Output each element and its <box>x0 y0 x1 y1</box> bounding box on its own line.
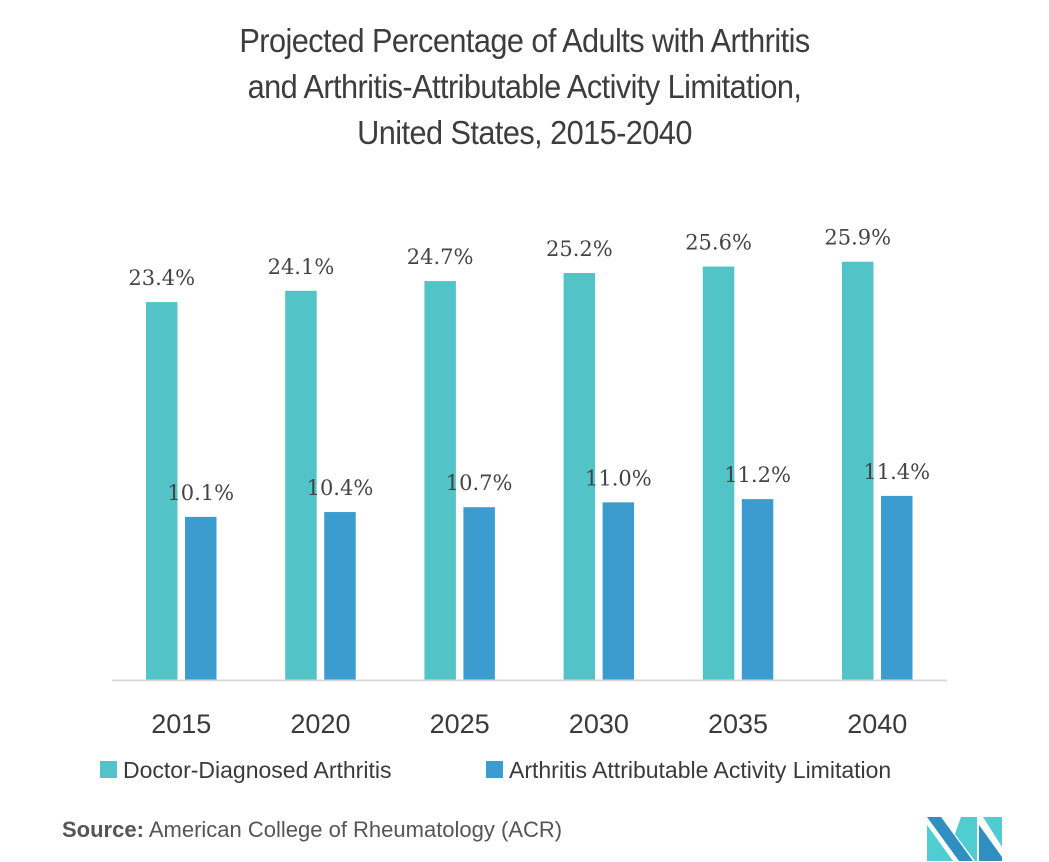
value-label-activity-limitation-2025: 10.7% <box>446 471 513 495</box>
bar-doctor-diagnosed-2035 <box>702 266 735 680</box>
legend: Doctor-Diagnosed Arthritis Arthritis Attr… <box>100 757 891 783</box>
mordor-intelligence-logo <box>927 817 1002 861</box>
value-label-activity-limitation-2040: 11.4% <box>863 460 930 484</box>
chart-title-line-3: United States, 2015-2040 <box>357 114 692 151</box>
value-labels-group: 23.4% 10.1% 24.1% 10.4% 24.7% 10.7% 25.2% 11.0%… <box>128 226 930 505</box>
bar-activity-limitation-2030 <box>602 502 635 680</box>
x-tick-label-2040: 2040 <box>847 709 907 739</box>
bar-doctor-diagnosed-2020 <box>285 290 317 680</box>
value-label-doctor-diagnosed-2015: 23.4% <box>128 266 195 290</box>
bar-doctor-diagnosed-2030 <box>563 273 596 680</box>
legend-label-doctor-diagnosed: Doctor-Diagnosed Arthritis <box>123 757 391 783</box>
value-label-activity-limitation-2015: 10.1% <box>167 481 234 505</box>
logo-shape-3 <box>955 817 977 861</box>
x-tick-label-2020: 2020 <box>290 709 350 739</box>
bar-doctor-diagnosed-2025 <box>424 281 456 680</box>
legend-swatch-doctor-diagnosed <box>100 761 117 778</box>
value-label-activity-limitation-2030: 11.0% <box>585 466 652 490</box>
x-tick-label-2025: 2025 <box>430 709 490 739</box>
bar-activity-limitation-2040 <box>881 495 913 680</box>
logo-shape-4 <box>979 825 1002 861</box>
value-label-doctor-diagnosed-2030: 25.2% <box>546 237 613 261</box>
chart-title-line-1: Projected Percentage of Adults with Arth… <box>239 22 810 59</box>
logo-shape-2 <box>927 825 953 861</box>
x-tick-label-2015: 2015 <box>151 709 211 739</box>
bars-group <box>146 261 913 680</box>
value-label-activity-limitation-2035: 11.2% <box>724 463 791 487</box>
logo-shape-1 <box>927 817 973 861</box>
bar-activity-limitation-2015 <box>185 516 217 680</box>
legend-label-activity-limitation: Arthritis Attributable Activity Limitati… <box>509 757 891 783</box>
value-label-doctor-diagnosed-2025: 24.7% <box>407 245 474 269</box>
bar-activity-limitation-2035 <box>741 499 774 680</box>
source-label: Source: <box>62 817 144 842</box>
legend-swatch-activity-limitation <box>486 761 503 778</box>
value-label-doctor-diagnosed-2035: 25.6% <box>685 231 752 255</box>
source-note: Source: American College of Rheumatology… <box>62 817 562 843</box>
value-label-activity-limitation-2020: 10.4% <box>307 476 374 500</box>
bar-doctor-diagnosed-2040 <box>842 261 874 680</box>
source-text: American College of Rheumatology (ACR) <box>148 817 563 842</box>
value-label-doctor-diagnosed-2040: 25.9% <box>824 226 891 250</box>
chart-title-line-2: and Arthritis-Attributable Activity Limi… <box>247 68 802 105</box>
logo-shape-5 <box>983 817 1002 847</box>
bar-activity-limitation-2025 <box>463 507 495 680</box>
value-label-doctor-diagnosed-2020: 24.1% <box>268 255 335 279</box>
x-tick-label-2035: 2035 <box>708 709 768 739</box>
chart-title: Projected Percentage of Adults with Arth… <box>37 18 1013 156</box>
x-tick-label-2030: 2030 <box>569 709 629 739</box>
bar-chart: 23.4% 10.1% 24.1% 10.4% 24.7% 10.7% 25.2% 11.0%… <box>100 226 947 783</box>
x-tick-labels: 2015 2020 2025 2030 2035 2040 <box>151 709 907 739</box>
bar-doctor-diagnosed-2015 <box>146 302 178 680</box>
bar-activity-limitation-2020 <box>324 512 356 680</box>
